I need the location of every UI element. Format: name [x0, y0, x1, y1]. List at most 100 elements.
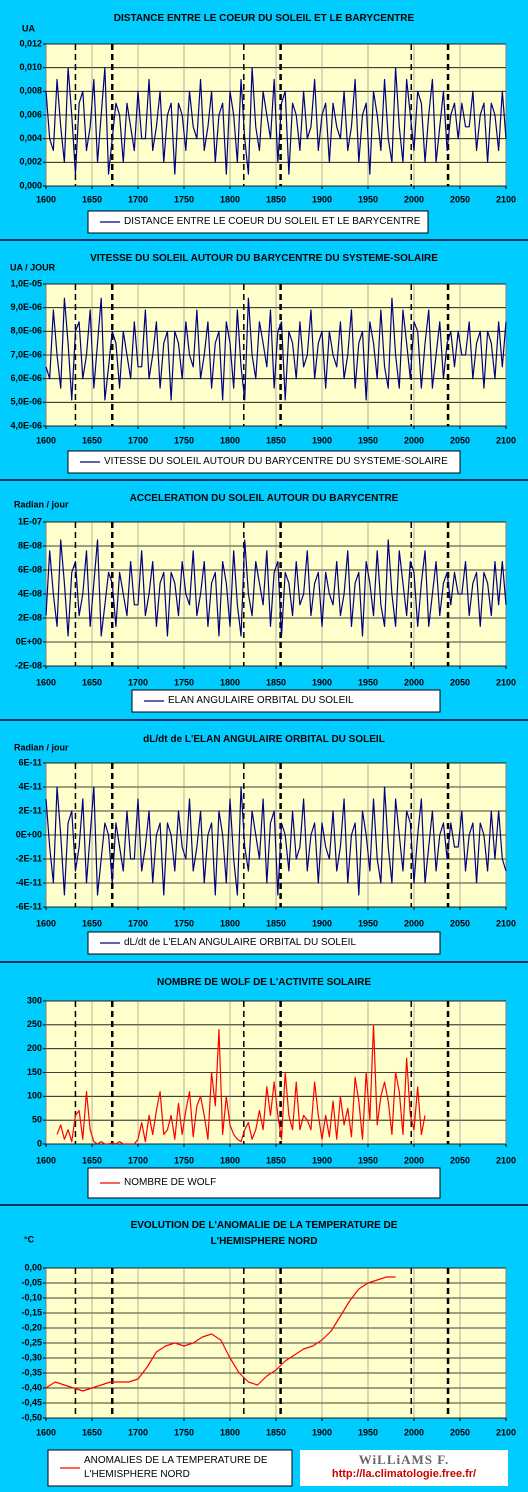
x-tick-label: 1950	[358, 918, 378, 928]
x-tick-label: 1850	[266, 1155, 286, 1165]
series-line	[45, 786, 507, 896]
chart-title: EVOLUTION DE L'ANOMALIE DE LA TEMPERATUR…	[130, 1220, 398, 1247]
y-tick-label: -0,25	[21, 1337, 42, 1347]
legend-label: NOMBRE DE WOLF	[124, 1177, 217, 1188]
legend-box	[67, 450, 461, 474]
x-tick-label: 1650	[82, 1427, 102, 1437]
y-tick-label: 2E-11	[18, 805, 42, 815]
x-tick-label: 1700	[128, 677, 148, 687]
x-tick-label: 1950	[358, 435, 378, 445]
x-tick-label: 1950	[358, 1155, 378, 1165]
separator	[0, 719, 528, 721]
x-tick-label: 2000	[404, 918, 424, 928]
y-tick-label: -4E-11	[15, 877, 42, 887]
chart-title: NOMBRE DE WOLF DE L'ACTIVITE SOLAIRE	[156, 977, 372, 988]
series-line	[45, 539, 507, 637]
y-tick-label: 0,000	[19, 180, 42, 190]
x-tick-label: 1600	[36, 677, 56, 687]
y-axis-label: Radian / jour	[14, 499, 69, 509]
x-tick-label: 1600	[36, 435, 56, 445]
x-tick-label: 1950	[358, 194, 378, 204]
x-tick-label: 1750	[174, 1427, 194, 1437]
x-tick-label: 1850	[266, 1427, 286, 1437]
x-tick-label: 2000	[404, 1155, 424, 1165]
x-tick-label: 1600	[36, 918, 56, 928]
legend-label: DISTANCE ENTRE LE COEUR DU SOLEIL ET LE …	[124, 216, 421, 227]
x-tick-label: 2050	[450, 1155, 470, 1165]
x-tick-label: 1650	[82, 1155, 102, 1165]
y-tick-label: 250	[27, 1019, 42, 1029]
legend-label: dL/dt de L'ELAN ANGULAIRE ORBITAL DU SOL…	[124, 937, 357, 948]
x-tick-label: 1900	[312, 1427, 332, 1437]
legend-box	[87, 931, 441, 955]
x-tick-label: 2050	[450, 435, 470, 445]
x-tick-label: 1800	[220, 918, 240, 928]
legend-box	[47, 1449, 293, 1487]
y-tick-label: -0,10	[21, 1292, 42, 1302]
y-tick-label: -0,40	[21, 1382, 42, 1392]
credit: WiLLiAMS F. http://la.climatologie.free.…	[300, 1450, 508, 1486]
x-tick-label: 2100	[496, 1155, 516, 1165]
x-tick-label: 1600	[36, 194, 56, 204]
legend-label: ELAN ANGULAIRE ORBITAL DU SOLEIL	[168, 695, 354, 706]
y-tick-label: 7,0E-06	[10, 349, 42, 359]
x-tick-label: 1950	[358, 1427, 378, 1437]
x-tick-label: 2000	[404, 435, 424, 445]
x-tick-label: 1900	[312, 1155, 332, 1165]
y-tick-label: 8,0E-06	[10, 326, 42, 336]
x-tick-label: 1650	[82, 677, 102, 687]
credit-author: WiLLiAMS F.	[358, 1452, 450, 1467]
x-tick-label: 1900	[312, 677, 332, 687]
y-tick-label: 150	[27, 1067, 42, 1077]
x-tick-label: 1800	[220, 1155, 240, 1165]
x-tick-label: 2100	[496, 1427, 516, 1437]
legend-label: VITESSE DU SOLEIL AUTOUR DU BARYCENTRE D…	[104, 456, 448, 467]
x-tick-label: 1750	[174, 1155, 194, 1165]
x-tick-label: 1700	[128, 1155, 148, 1165]
x-tick-label: 1650	[82, 194, 102, 204]
x-tick-label: 1900	[312, 435, 332, 445]
y-tick-label: -2E-08	[15, 660, 42, 670]
y-tick-label: 200	[27, 1043, 42, 1053]
y-tick-label: 6E-08	[18, 564, 42, 574]
y-tick-label: 8E-08	[18, 540, 42, 550]
y-tick-label: 1,0E-05	[10, 278, 42, 288]
legend-box	[87, 210, 429, 234]
y-axis-label: °C	[24, 1234, 35, 1244]
y-axis-label: Radian / jour	[14, 742, 69, 752]
x-tick-label: 1850	[266, 677, 286, 687]
separator	[0, 1204, 528, 1206]
x-tick-label: 1900	[312, 918, 332, 928]
y-tick-label: 0,006	[19, 109, 42, 119]
y-tick-label: -0,05	[21, 1277, 42, 1287]
x-tick-label: 1600	[36, 1427, 56, 1437]
x-tick-label: 1650	[82, 918, 102, 928]
legend-box	[131, 689, 441, 713]
chart-title: dL/dt de L'ELAN ANGULAIRE ORBITAL DU SOL…	[143, 734, 385, 745]
x-tick-label: 1600	[36, 1155, 56, 1165]
y-tick-label: 0E+00	[16, 636, 42, 646]
x-tick-label: 2100	[496, 677, 516, 687]
x-tick-label: 1750	[174, 194, 194, 204]
x-tick-label: 2050	[450, 1427, 470, 1437]
y-tick-label: 6E-11	[18, 757, 42, 767]
y-tick-label: 6,0E-06	[10, 373, 42, 383]
series-line	[45, 67, 507, 175]
y-tick-label: 300	[27, 995, 42, 1005]
separator	[0, 239, 528, 241]
y-tick-label: 100	[27, 1091, 42, 1101]
x-tick-label: 1700	[128, 1427, 148, 1437]
y-tick-label: 0,008	[19, 86, 42, 96]
y-tick-label: -0,50	[21, 1412, 42, 1422]
x-tick-label: 1700	[128, 194, 148, 204]
x-tick-label: 1650	[82, 435, 102, 445]
y-tick-label: 1E-07	[18, 516, 42, 526]
x-tick-label: 2100	[496, 435, 516, 445]
series-line	[45, 1276, 396, 1392]
y-tick-label: 0,002	[19, 157, 42, 167]
x-tick-label: 1800	[220, 435, 240, 445]
x-tick-label: 1700	[128, 435, 148, 445]
x-tick-label: 1800	[220, 1427, 240, 1437]
